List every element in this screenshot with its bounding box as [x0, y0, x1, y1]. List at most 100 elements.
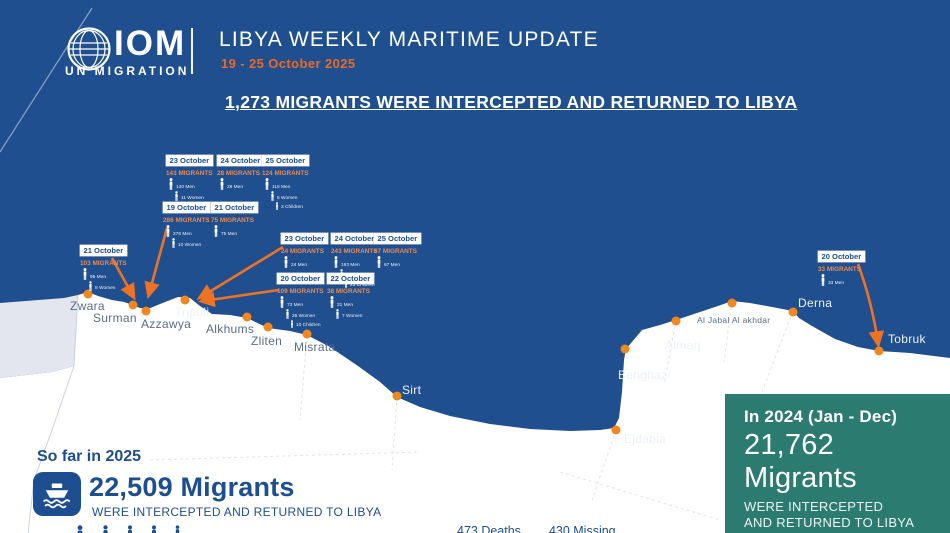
callout-migrants: 75 MIGRANTS	[211, 216, 254, 224]
city-label-zliten: Zliten	[251, 334, 283, 348]
report-date-range: 19 - 25 October 2025	[221, 56, 356, 71]
dot-ejdabia	[611, 425, 621, 435]
callout-migrants: 38 MIGRANTS	[327, 287, 370, 295]
city-dots	[83, 289, 884, 435]
callout-21oct-75: 21 October 75 MIGRANTS 75 Men	[211, 197, 273, 237]
callout-25oct-124: 25 October 124 MIGRANTS 116 Men 5 Women …	[262, 150, 324, 210]
clipped-person-icons	[75, 525, 181, 533]
callout-22oct-38: 22 October 38 MIGRANTS 31 Men 7 Women	[327, 268, 389, 319]
person-icon	[286, 308, 289, 319]
stats-2025-label: So far in 2025	[37, 448, 142, 465]
dot-zliten	[263, 322, 273, 332]
dot-tobruk	[874, 346, 884, 356]
stats-2025-caption: WERE INTERCEPTED AND RETURNED TO LIBYA	[92, 505, 382, 519]
callout-date: 25 October	[374, 232, 421, 244]
callout-23oct-24: 23 October 24 MIGRANTS 24 Men	[281, 228, 343, 268]
person-icon	[172, 237, 175, 248]
city-label-benghazi: Benghazi	[618, 368, 671, 382]
callout-24oct-28: 24 October 28 MIGRANTS 28 Men	[217, 150, 279, 190]
city-label-aljabal: Al Jabal Al akhdar	[697, 315, 771, 325]
city-label-ejdabia: Ejdabia	[624, 432, 667, 446]
neighbor-land	[0, 295, 78, 378]
stats-2025-missing: 430 Missing	[548, 524, 616, 533]
breakdown-men: 95 Men	[90, 274, 106, 280]
dot-almarj	[671, 316, 681, 326]
dot-azzawya	[141, 306, 151, 316]
breakdown-children: 23 Children	[350, 282, 375, 288]
dot-tripoli	[180, 295, 190, 305]
callout-migrants: 143 MIGRANTS	[166, 169, 213, 177]
callout-date: 23 October	[281, 232, 328, 244]
breakdown-women: 7 Women	[342, 313, 363, 319]
libya-land	[0, 292, 950, 533]
dot-derna	[788, 307, 798, 317]
breakdown-men: 31 Men	[337, 302, 353, 308]
stats-2024-label: In 2024 (Jan - Dec)	[744, 407, 898, 426]
breakdown-men: 193 Men	[341, 262, 360, 268]
person-icon	[152, 525, 156, 533]
callout-migrants: 109 MIGRANTS	[277, 287, 324, 295]
interception-arrows	[110, 227, 885, 349]
headline-total: 1,273 MIGRANTS WERE INTERCEPTED AND RETU…	[225, 92, 798, 112]
city-label-alkhums: Alkhums	[206, 322, 255, 336]
callout-date: 21 October	[80, 244, 127, 256]
person-icon	[265, 177, 269, 190]
callout-20oct-109: 20 October 109 MIGRANTS 73 Men 26 Women …	[277, 268, 339, 328]
city-label-surman: Surman	[93, 311, 137, 325]
dot-alkhums	[242, 312, 252, 322]
person-icon	[280, 295, 284, 308]
stats-2024-caption-line2: AND RETURNED TO LIBYA	[744, 515, 915, 531]
breakdown-men: 33 Men	[828, 280, 844, 286]
breakdown-women: 8 Women	[95, 285, 116, 291]
iom-globe-icon	[67, 27, 111, 71]
breakdown-women: 5 Women	[277, 195, 298, 201]
person-icon	[330, 295, 334, 308]
breakdown-men: 130 Men	[176, 184, 195, 190]
callout-20oct-33: 20 October 33 MIGRANTS 33 Men	[818, 246, 880, 286]
callout-migrants: 24 MIGRANTS	[281, 247, 324, 255]
person-icon	[220, 177, 224, 190]
callout-date: 25 October	[262, 154, 309, 166]
header: IOM UN MIGRATION LIBYA WEEKLY MARITIME U…	[0, 0, 950, 85]
breakdown-men: 28 Men	[227, 184, 243, 190]
city-label-tripoli: Tripoli	[175, 305, 210, 319]
callout-date: 24 October	[217, 154, 264, 166]
dot-surman	[128, 300, 138, 310]
page-title: LIBYA WEEKLY MARITIME UPDATE	[219, 28, 599, 51]
city-label-derna: Derna	[798, 296, 833, 310]
breakdown-women: 26 Women	[292, 313, 316, 319]
iom-logo-subtext: UN MIGRATION	[65, 64, 190, 78]
callout-date: 21 October	[211, 201, 258, 213]
callout-21oct-103: 21 October 103 MIGRANTS 95 Men 8 Women	[80, 240, 142, 291]
dot-aljabal	[727, 298, 737, 308]
person-icon	[169, 177, 173, 190]
city-label-misrata: Misrata	[294, 340, 336, 354]
admin-borders	[149, 300, 794, 521]
city-label-azzawya: Azzawya	[141, 317, 192, 331]
breakdown-men: 75 Men	[221, 231, 237, 237]
country-border	[27, 294, 79, 533]
callout-date: 24 October	[331, 232, 378, 244]
callout-date: 23 October	[166, 154, 213, 166]
person-icon	[276, 201, 278, 210]
dot-benghazi	[620, 344, 630, 354]
city-label-tobruk: Tobruk	[888, 332, 926, 346]
ship-icon	[33, 472, 81, 516]
city-label-almarj: Almarj	[665, 338, 701, 352]
breakdown-children: 3 Children	[281, 204, 303, 210]
person-icon	[377, 255, 381, 268]
dot-zwara	[83, 289, 93, 299]
breakdown-men: 116 Men	[272, 184, 291, 190]
person-icon	[821, 273, 825, 286]
breakdown-children: 10 Children	[296, 322, 321, 328]
callout-19oct-286: 19 October 286 MIGRANTS 276 Men 10 Women	[163, 197, 225, 248]
callout-date: 22 October	[327, 272, 374, 284]
callout-migrants: 243 MIGRANTS	[331, 247, 378, 255]
person-icon	[77, 525, 83, 533]
callout-date: 19 October	[163, 201, 210, 213]
callout-migrants: 28 MIGRANTS	[217, 169, 260, 177]
header-divider	[191, 28, 193, 74]
person-icon	[175, 525, 180, 533]
